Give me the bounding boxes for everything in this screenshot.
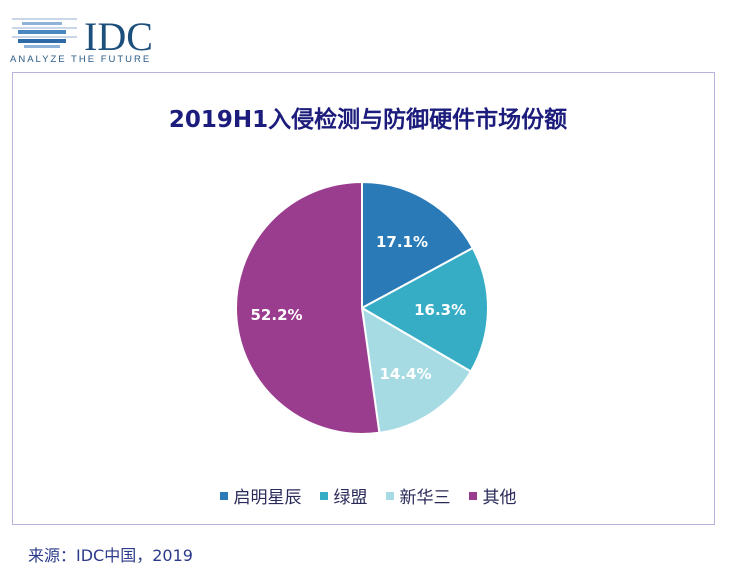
chart-title: 2019H1入侵检测与防御硬件市场份额 (168, 107, 568, 133)
legend-item: 绿盟 (319, 483, 368, 508)
chart-frame (12, 72, 715, 525)
legend-label: 新华三 (399, 488, 451, 508)
legend-swatch (219, 491, 228, 500)
pie-slice-2 (360, 306, 473, 434)
idc-logo: IDC ANALYZE THE FUTURE (10, 14, 153, 64)
legend-item: 启明星辰 (219, 483, 302, 508)
legend-label: 启明星辰 (233, 488, 302, 508)
legend-item: 其他 (468, 483, 517, 508)
legend-swatch (468, 491, 477, 500)
pie-slice-0 (361, 180, 475, 310)
data-label: 16.3% (414, 301, 466, 319)
data-label: 14.4% (379, 365, 431, 383)
svg-text:IDC: IDC (84, 14, 153, 59)
svg-text:ANALYZE THE FUTURE: ANALYZE THE FUTURE (10, 54, 151, 64)
data-label: 17.1% (376, 233, 428, 251)
legend-swatch (385, 491, 394, 500)
pie-slice-3 (235, 180, 381, 435)
legend-label: 其他 (482, 488, 517, 508)
data-label: 52.2% (251, 306, 303, 324)
legend-swatch (319, 491, 328, 500)
pie-slice-1 (359, 246, 489, 373)
legend-item: 新华三 (385, 483, 451, 508)
source-note: 来源：IDC中国，2019 (28, 546, 193, 565)
legend: 启明星辰 绿盟 新华三 其他 (0, 483, 736, 508)
legend-label: 绿盟 (333, 488, 368, 508)
